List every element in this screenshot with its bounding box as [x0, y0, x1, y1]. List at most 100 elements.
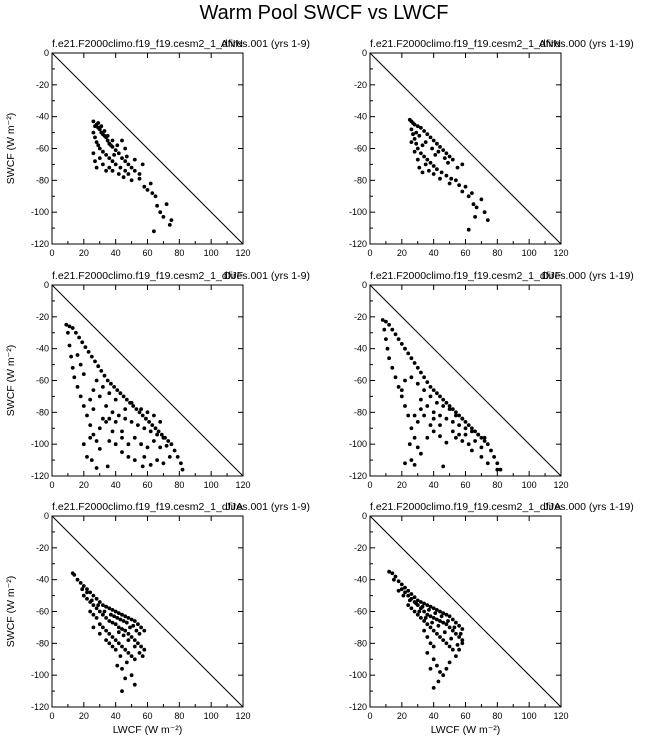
- data-point: [69, 354, 73, 359]
- data-point: [137, 410, 142, 415]
- data-point: [407, 442, 412, 447]
- y-tick-label: -40: [36, 344, 49, 354]
- data-point: [101, 612, 105, 617]
- data-point: [74, 330, 78, 335]
- data-point: [179, 461, 183, 466]
- data-point: [104, 404, 108, 408]
- data-point: [145, 188, 150, 192]
- data-point: [104, 638, 108, 642]
- data-point: [412, 595, 417, 600]
- data-point: [441, 611, 446, 615]
- data-point: [425, 404, 430, 408]
- y-tick-label: -40: [354, 112, 367, 122]
- data-point: [436, 679, 441, 684]
- data-point: [113, 622, 118, 627]
- data-point: [78, 581, 83, 585]
- data-point: [447, 154, 452, 159]
- data-point: [126, 162, 131, 167]
- data-point: [438, 176, 442, 181]
- data-point: [94, 596, 99, 601]
- data-point: [169, 218, 174, 223]
- data-point: [91, 593, 96, 598]
- season-label: ANN: [539, 38, 561, 50]
- data-point: [91, 612, 96, 617]
- data-point: [88, 590, 93, 595]
- data-point: [387, 322, 391, 327]
- data-point: [417, 133, 422, 138]
- data-point: [428, 625, 433, 630]
- data-point: [454, 620, 458, 625]
- data-point: [129, 420, 134, 424]
- data-point: [474, 205, 479, 210]
- data-point: [78, 362, 83, 367]
- x-tick-label: 20: [397, 480, 407, 490]
- data-point: [446, 619, 450, 623]
- data-point: [104, 168, 108, 173]
- y-tick-label: -20: [36, 80, 49, 90]
- x-tick-label: 0: [367, 480, 372, 490]
- data-point: [441, 404, 446, 408]
- data-point: [148, 463, 153, 467]
- data-point: [399, 394, 404, 399]
- data-point: [132, 657, 137, 662]
- data-point: [78, 394, 83, 399]
- data-point: [97, 622, 102, 627]
- data-point: [91, 151, 96, 156]
- data-point: [428, 394, 433, 399]
- data-point: [115, 616, 120, 620]
- data-point: [439, 614, 444, 619]
- data-point: [431, 138, 436, 143]
- data-point: [438, 434, 442, 439]
- x-tick-label: 20: [397, 711, 407, 721]
- data-point: [431, 686, 436, 690]
- data-point: [482, 439, 487, 443]
- data-point: [145, 410, 150, 415]
- data-point: [124, 620, 129, 625]
- data-point: [158, 445, 163, 450]
- y-tick-label: -60: [354, 144, 367, 154]
- data-point: [479, 445, 484, 450]
- data-point: [94, 165, 99, 170]
- data-point: [102, 609, 107, 614]
- data-point: [403, 404, 407, 408]
- data-point: [109, 381, 113, 386]
- data-point: [438, 423, 442, 427]
- data-point: [131, 623, 136, 628]
- data-point: [129, 673, 134, 678]
- data-point: [473, 439, 477, 443]
- data-point: [136, 622, 140, 627]
- data-point: [113, 647, 118, 652]
- data-point: [457, 635, 461, 639]
- y-tick-label: -120: [31, 702, 49, 712]
- scatter-panel-middle-left: 0 20 40 60 80 100 120 0 -20 -40 -60 -80 -100 -120 f.e2…: [5, 270, 310, 490]
- data-point: [121, 619, 126, 623]
- y-tick-label: 0: [44, 280, 49, 290]
- data-point: [172, 448, 177, 453]
- data-point: [419, 151, 423, 156]
- data-point: [450, 617, 455, 622]
- data-point: [479, 435, 484, 440]
- panel-title: f.e21.F2000climo.f19_f19.cesm2_1_dfires.…: [52, 270, 310, 282]
- data-point: [431, 416, 436, 421]
- data-point: [110, 429, 115, 434]
- data-point: [113, 638, 118, 642]
- data-point: [97, 127, 102, 132]
- y-tick-label: -60: [36, 607, 49, 617]
- data-point: [450, 407, 455, 411]
- data-point: [444, 666, 449, 671]
- data-point: [425, 157, 430, 162]
- data-point: [396, 588, 401, 593]
- data-point: [118, 165, 123, 170]
- data-point: [466, 423, 471, 427]
- data-point: [449, 636, 454, 641]
- data-point: [72, 375, 77, 380]
- data-point: [415, 612, 420, 617]
- x-tick-label: 120: [235, 248, 250, 258]
- data-point: [110, 410, 115, 415]
- data-point: [66, 330, 70, 335]
- data-point: [132, 682, 137, 687]
- data-point: [498, 467, 503, 472]
- data-point: [420, 604, 425, 609]
- data-point: [495, 467, 500, 472]
